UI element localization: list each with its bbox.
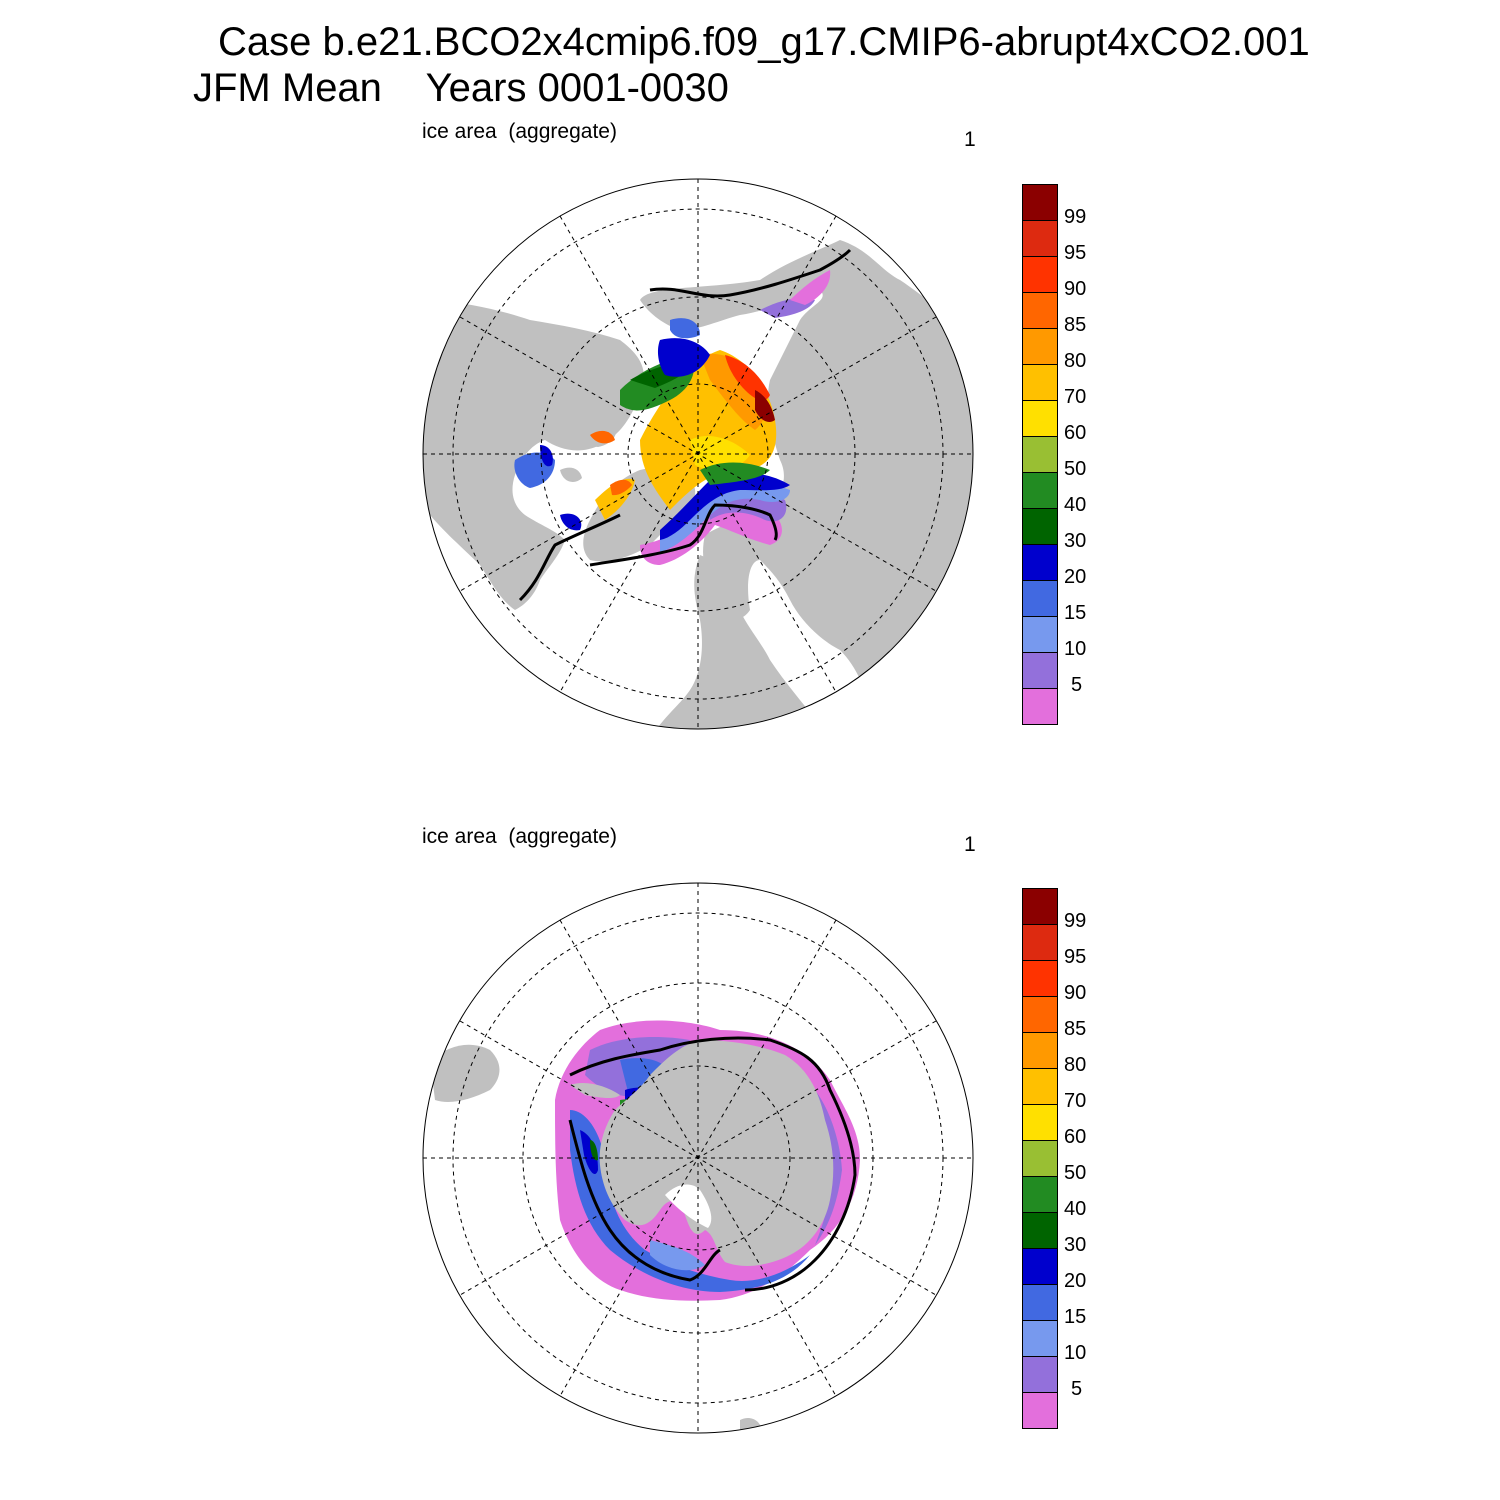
colorbar-swatch [1023, 221, 1057, 257]
panel-1-label: ice area (aggregate) [422, 120, 617, 143]
colorbar-tick-label: 70 [1064, 386, 1087, 408]
colorbar-tick-label: 80 [1064, 350, 1087, 372]
colorbar-tick-label: 15 [1064, 602, 1087, 624]
colorbar-swatch [1023, 329, 1057, 365]
colorbar-swatch [1023, 185, 1057, 221]
colorbar-tick-label: 50 [1064, 458, 1087, 480]
figure-title-case: Case b.e21.BCO2x4cmip6.f09_g17.CMIP6-abr… [218, 20, 1310, 64]
panel-2-number: 1 [964, 833, 976, 856]
colorbar-tick-label: 85 [1064, 1018, 1087, 1040]
land-south-america [430, 1044, 500, 1102]
colorbar-tick-label: 99 [1064, 910, 1087, 932]
colorbar-tick-label: 60 [1064, 1126, 1087, 1148]
colorbar-swatch [1023, 617, 1057, 653]
colorbar-tick-label: 70 [1064, 1090, 1087, 1112]
colorbar-tick-label: 90 [1064, 982, 1087, 1004]
colorbar-swatch [1023, 1141, 1057, 1177]
colorbar-swatch [1023, 889, 1057, 925]
colorbar-swatch [1023, 1393, 1057, 1428]
panel-2-label: ice area (aggregate) [422, 825, 617, 848]
colorbar-swatch [1023, 653, 1057, 689]
colorbar-swatch [1023, 1105, 1057, 1141]
colorbar-tick-label: 10 [1064, 1342, 1087, 1364]
colorbar-tick-label: 95 [1064, 946, 1087, 968]
colorbar-swatch [1023, 509, 1057, 545]
colorbar-swatch [1023, 1357, 1057, 1393]
colorbar-swatch [1023, 925, 1057, 961]
land-north-america [423, 300, 644, 610]
land-europe [650, 555, 830, 729]
arctic-map [422, 178, 974, 730]
colorbar-swatch [1023, 1321, 1057, 1357]
land-antarctica [599, 1040, 834, 1266]
colorbar-tick-label: 30 [1064, 530, 1087, 552]
colorbar-swatch [1023, 1069, 1057, 1105]
colorbar-tick-label: 10 [1064, 638, 1087, 660]
colorbar-swatch [1023, 257, 1057, 293]
colorbar-swatch [1023, 365, 1057, 401]
colorbar-swatch [1023, 581, 1057, 617]
colorbar-swatch [1023, 689, 1057, 724]
colorbar-swatch [1023, 545, 1057, 581]
colorbar-tick-label: 60 [1064, 422, 1087, 444]
colorbar-tick-label: 30 [1064, 1234, 1087, 1256]
colorbar-tick-label: 99 [1064, 206, 1087, 228]
colorbar-swatch [1023, 437, 1057, 473]
colorbar-swatch [1023, 997, 1057, 1033]
sea-ice-arctic [514, 270, 831, 565]
colorbar-swatch [1023, 1213, 1057, 1249]
antarctic-map [422, 882, 974, 1434]
colorbar-swatch [1023, 401, 1057, 437]
colorbar-tick-label: 80 [1064, 1054, 1087, 1076]
land-asia [640, 240, 973, 729]
colorbar-swatch [1023, 473, 1057, 509]
colorbar-tick-label: 15 [1064, 1306, 1087, 1328]
colorbar-tick-label: 20 [1064, 1270, 1087, 1292]
colorbar-swatch [1023, 1033, 1057, 1069]
panel-1-number: 1 [964, 128, 976, 151]
colorbar-swatch [1023, 1285, 1057, 1321]
colorbar-tick-label: 85 [1064, 314, 1087, 336]
colorbar-tick-label: 50 [1064, 1162, 1087, 1184]
colorbar-tick-label: 20 [1064, 566, 1087, 588]
figure-title-period: JFM Mean Years 0001-0030 [193, 66, 729, 110]
colorbar-south [1022, 888, 1058, 1429]
colorbar-swatch [1023, 293, 1057, 329]
colorbar-tick-label: 40 [1064, 494, 1087, 516]
colorbar-north [1022, 184, 1058, 725]
colorbar-tick-label: 5 [1071, 674, 1083, 696]
colorbar-tick-label: 90 [1064, 278, 1087, 300]
colorbar-tick-label: 5 [1071, 1378, 1083, 1400]
colorbar-tick-label: 95 [1064, 242, 1087, 264]
colorbar-tick-label: 40 [1064, 1198, 1087, 1220]
colorbar-swatch [1023, 1177, 1057, 1213]
colorbar-swatch [1023, 1249, 1057, 1285]
colorbar-swatch [1023, 961, 1057, 997]
